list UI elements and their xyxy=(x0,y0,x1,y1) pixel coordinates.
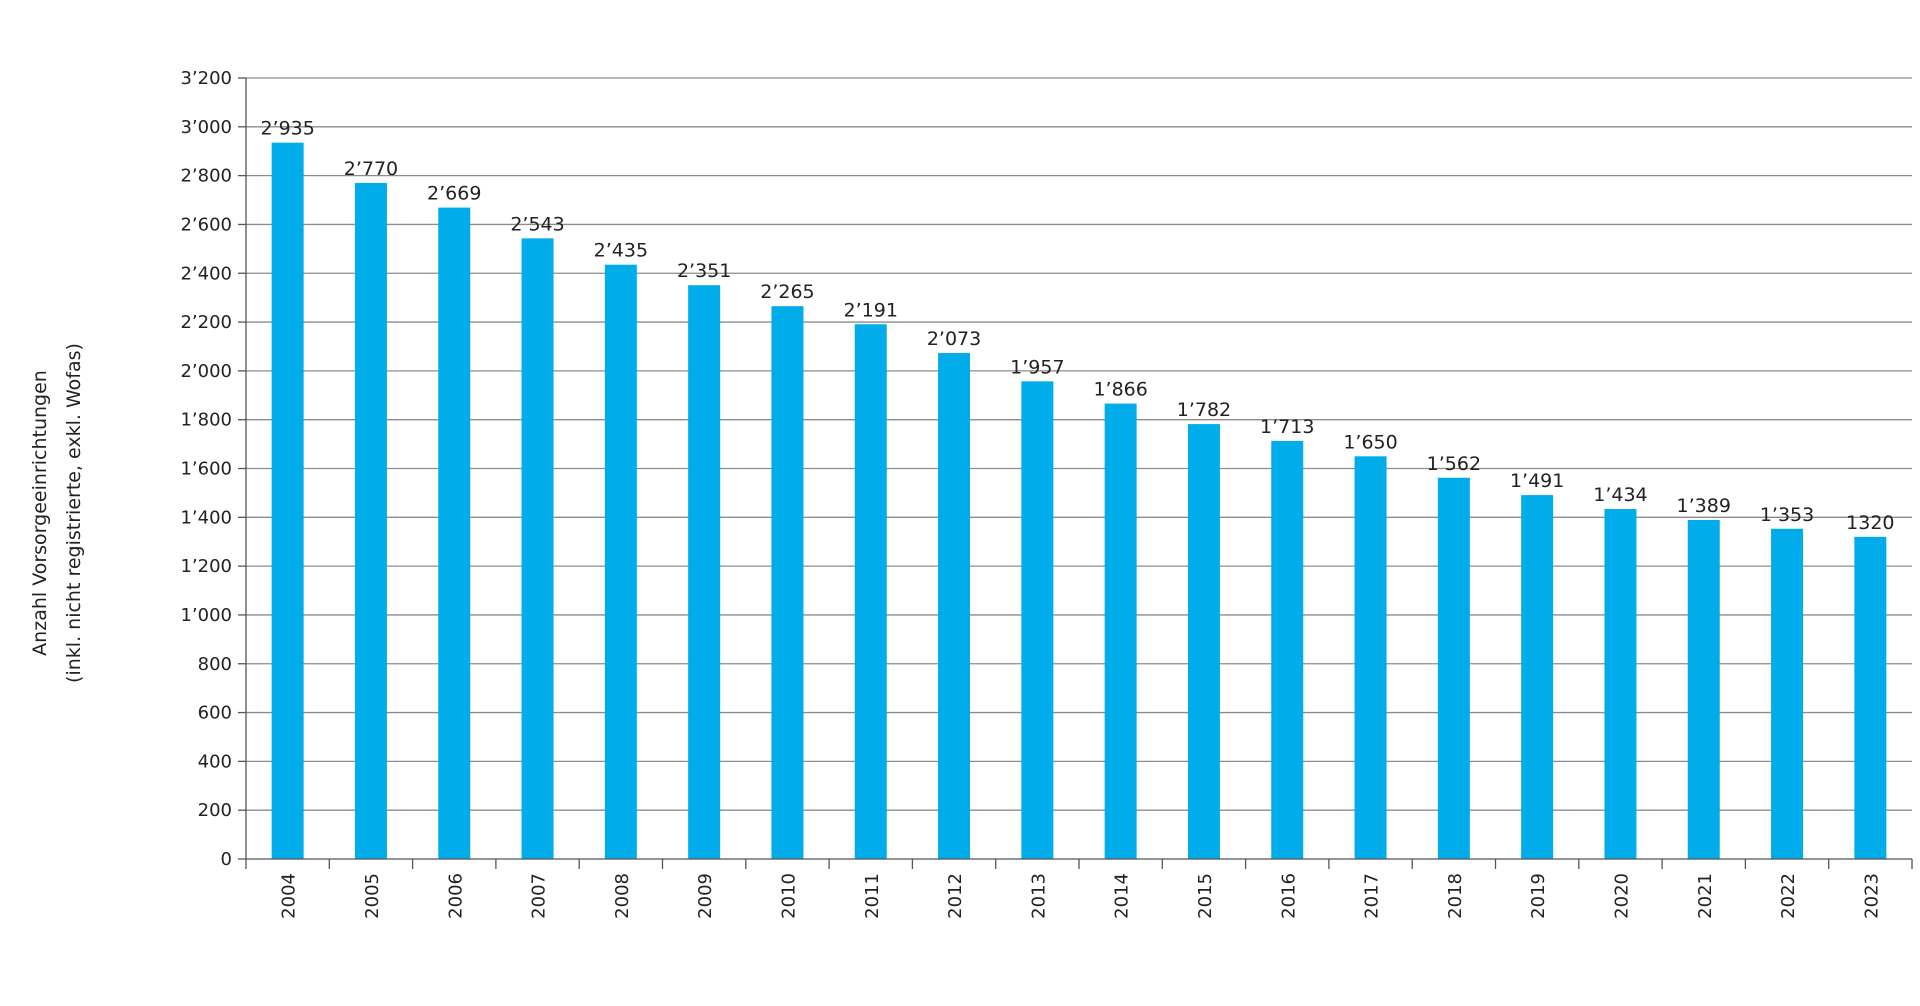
x-tick-label: 2022 xyxy=(1778,873,1799,919)
x-tick-label: 2004 xyxy=(279,873,300,919)
bar xyxy=(1854,536,1887,859)
y-tick-label: 1’200 xyxy=(180,556,232,577)
y-tick-label: 2’800 xyxy=(180,166,232,187)
bar xyxy=(1187,424,1220,859)
bar xyxy=(1271,440,1304,859)
bar xyxy=(604,264,637,859)
bar xyxy=(1687,519,1720,859)
x-tick-labels: 2004 2005 2006 2007 2008 2009 2010 2011 2012 2013… xyxy=(279,873,1883,919)
bar xyxy=(688,285,721,859)
x-tick-label: 2007 xyxy=(529,873,550,919)
data-label: 2’770 xyxy=(344,158,398,180)
data-label: 2’351 xyxy=(677,260,731,282)
x-tick-label: 2015 xyxy=(1195,873,1216,919)
bar xyxy=(1604,509,1637,859)
data-label: 2’265 xyxy=(760,281,814,303)
data-label: 2’935 xyxy=(260,118,314,140)
bar xyxy=(1521,495,1554,859)
axes xyxy=(238,77,1913,869)
x-tick-label: 2008 xyxy=(612,873,633,919)
x-tick-label: 2014 xyxy=(1112,873,1133,919)
x-tick-label: 2020 xyxy=(1611,873,1632,919)
y-tick-label: 1’400 xyxy=(180,507,232,528)
x-tick-label: 2010 xyxy=(778,873,799,919)
bars xyxy=(271,142,1887,860)
y-tick-label: 1’600 xyxy=(180,459,232,480)
data-label: 2’543 xyxy=(510,213,564,235)
x-tick-label: 2013 xyxy=(1028,873,1049,919)
y-axis-title-line1: Anzahl Vorsorgeeinrichtungen xyxy=(29,370,51,656)
data-label: 1’782 xyxy=(1177,399,1231,421)
y-tick-label: 3’000 xyxy=(180,117,232,138)
x-tick-label: 2012 xyxy=(945,873,966,919)
bar xyxy=(1104,403,1137,859)
bar xyxy=(1771,528,1804,859)
bar xyxy=(771,306,804,859)
bar xyxy=(438,207,471,860)
data-label: 1’957 xyxy=(1010,356,1064,378)
y-tick-label: 3’200 xyxy=(180,68,232,89)
x-tick-label: 2019 xyxy=(1528,873,1549,919)
x-tick-label: 2005 xyxy=(362,873,383,919)
y-tick-label: 1’000 xyxy=(180,605,232,626)
x-tick-label: 2016 xyxy=(1278,873,1299,919)
bar xyxy=(521,238,554,859)
x-tick-label: 2021 xyxy=(1695,873,1716,919)
x-tick-label: 2009 xyxy=(695,873,716,919)
data-label: 1’434 xyxy=(1593,484,1647,506)
x-tick-label: 2017 xyxy=(1362,873,1383,919)
data-label: 1’353 xyxy=(1760,504,1814,526)
x-tick-label: 2006 xyxy=(445,873,466,919)
bar xyxy=(354,182,387,859)
data-label: 1’491 xyxy=(1510,470,1564,492)
data-labels: 2’935 2’770 2’669 2’543 2’435 2’351 2’265 2’191… xyxy=(260,118,1894,534)
y-tick-label: 600 xyxy=(198,703,232,724)
bar xyxy=(271,142,304,859)
data-label: 2’191 xyxy=(844,299,898,321)
x-tick-label: 2011 xyxy=(862,873,883,919)
data-label: 1’562 xyxy=(1427,453,1481,475)
y-tick-label: 2’400 xyxy=(180,263,232,284)
data-label: 1’650 xyxy=(1343,431,1397,453)
data-label: 1’713 xyxy=(1260,416,1314,438)
y-tick-label: 1’800 xyxy=(180,410,232,431)
data-label: 2’669 xyxy=(427,183,481,205)
data-label: 1’866 xyxy=(1093,379,1147,401)
bar xyxy=(854,324,887,860)
y-tick-label: 0 xyxy=(221,849,232,870)
y-tick-label: 400 xyxy=(198,751,232,772)
data-label: 1320 xyxy=(1846,512,1894,534)
y-tick-label: 800 xyxy=(198,654,232,675)
data-label: 2’073 xyxy=(927,328,981,350)
bar xyxy=(1437,477,1470,859)
y-tick-labels: 0 200 400 600 800 1’000 1’200 1’400 1’600 1’800 2’… xyxy=(180,68,232,870)
y-tick-label: 200 xyxy=(198,800,232,821)
x-tick-label: 2018 xyxy=(1445,873,1466,919)
bar xyxy=(938,353,971,859)
y-tick-label: 2’200 xyxy=(180,312,232,333)
bar xyxy=(1021,381,1054,859)
bar xyxy=(1354,456,1387,859)
y-axis-title-line2: (inkl. nicht registrierte, exkl. Wofas) xyxy=(63,343,85,683)
data-label: 1’389 xyxy=(1677,495,1731,517)
x-tick-label: 2023 xyxy=(1861,873,1882,919)
data-label: 2’435 xyxy=(594,240,648,262)
gridlines xyxy=(246,77,1912,811)
y-tick-label: 2’000 xyxy=(180,361,232,382)
y-tick-label: 2’600 xyxy=(180,214,232,235)
